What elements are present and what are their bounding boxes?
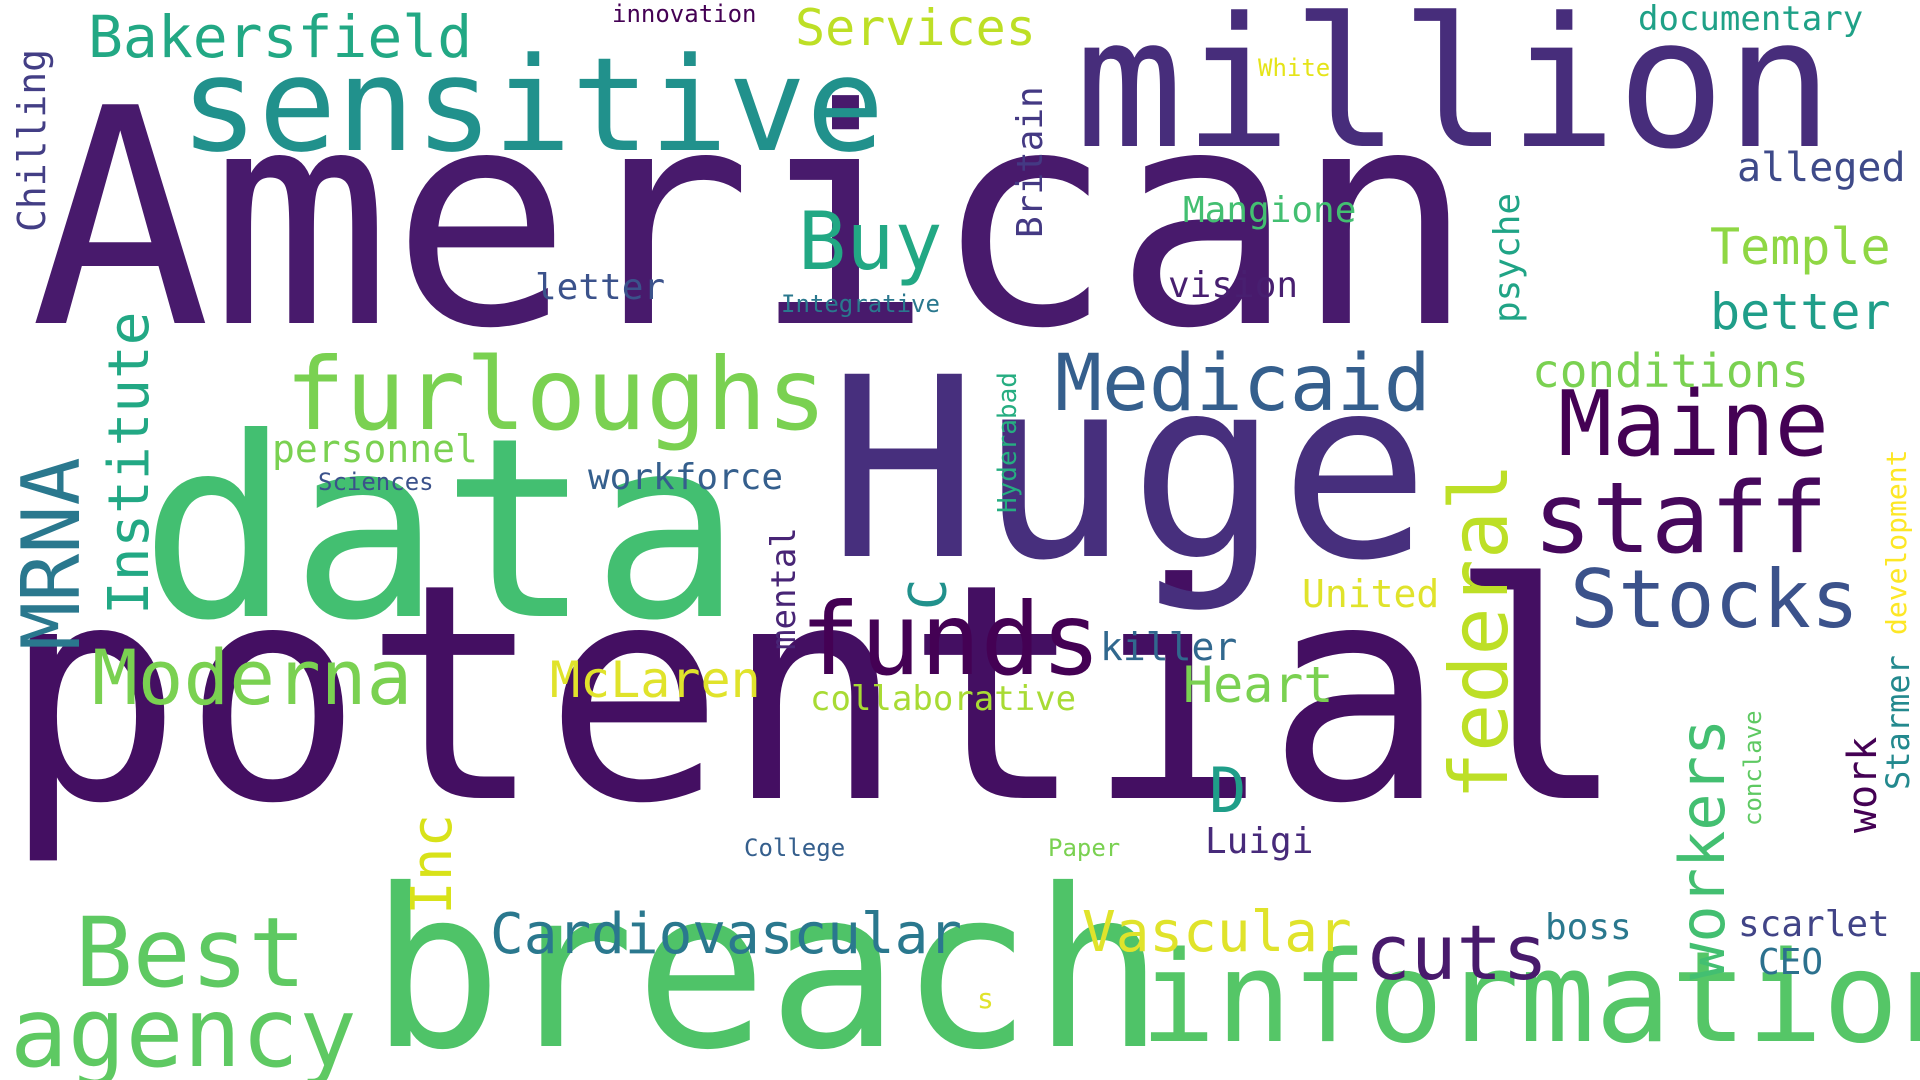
word-temple: Temple [1710, 218, 1891, 276]
word-psyche: psyche [1487, 192, 1528, 323]
word-services: Services [795, 0, 1036, 57]
word-hyderabad: Hyderabad [993, 372, 1023, 513]
word-personnel: personnel [272, 427, 478, 471]
word-conclave: conclave [1739, 710, 1767, 826]
word-collaborative: collaborative [810, 679, 1077, 719]
word-integrative: Integrative [781, 290, 940, 318]
word-college: College [744, 834, 846, 862]
word-documentary: documentary [1638, 0, 1864, 39]
word-buy: Buy [798, 195, 943, 288]
word-data: data [140, 384, 743, 675]
word-boss: boss [1545, 907, 1632, 948]
word-potential: potential [2, 520, 1628, 869]
word-development: development [1880, 449, 1913, 635]
word-united: United [1302, 572, 1440, 616]
word-american: American [30, 45, 1475, 394]
word-white: White [1258, 54, 1331, 82]
word-c: C [899, 578, 959, 610]
word-furloughs: furloughs [285, 336, 827, 453]
word-cardiovascular: Cardiovascular [490, 902, 963, 967]
word-better: better [1710, 283, 1891, 341]
word-heart: Heart [1183, 656, 1334, 714]
word-best: Best [75, 897, 307, 1009]
word-chilling: Chilling [10, 48, 54, 232]
word-federal: federal [1433, 462, 1526, 800]
word-d: D [1209, 754, 1247, 827]
word-alleged: alleged [1737, 145, 1906, 191]
word-staff: staff [1533, 462, 1829, 576]
word-vision: vision [1168, 265, 1299, 306]
word-agency: agency [10, 977, 357, 1080]
word-information: information [1140, 924, 1920, 1071]
word-starmer: Starmer [1879, 655, 1917, 790]
word-work: work [1840, 736, 1886, 833]
word-luigi: Luigi [1205, 821, 1314, 862]
word-workforce: workforce [588, 457, 784, 498]
word-bakersfield: Bakersfield [88, 3, 473, 71]
word-institute: Institute [97, 311, 162, 615]
word-s: s [977, 982, 994, 1015]
word-killer: killer [1100, 625, 1238, 669]
word-letter: letter [535, 267, 666, 308]
word-paper: Paper [1048, 834, 1121, 862]
word-huge: Huge [828, 324, 1431, 615]
word-mental: mental [764, 527, 804, 650]
word-conditions: conditions [1532, 344, 1809, 398]
word-million: million [1075, 0, 1834, 189]
word-scarlet: scarlet [1738, 904, 1890, 945]
word-mrna: MRNA [5, 457, 98, 650]
word-sensitive: sensitive [180, 29, 885, 181]
word-cuts: cuts [1365, 908, 1549, 997]
word-stocks: Stocks [1570, 553, 1859, 646]
word-vascular: Vascular [1082, 900, 1352, 965]
word-ceo: CEO [1758, 942, 1824, 983]
word-britain: Britain [1010, 86, 1051, 238]
word-moderna: Moderna [92, 633, 413, 722]
word-breach: breach [370, 842, 1165, 1080]
word-funds: funds [800, 581, 1102, 698]
word-innovation: innovation [612, 0, 757, 28]
word-maine: Maine [1558, 372, 1829, 477]
word-medicaid: Medicaid [1055, 339, 1431, 429]
word-mclaren: McLaren [550, 651, 761, 709]
word-sciences: Sciences [318, 468, 434, 496]
word-mangione: Mangione [1183, 190, 1357, 231]
word-inc: Inc [400, 813, 465, 915]
word-workers: workers [1666, 718, 1739, 980]
